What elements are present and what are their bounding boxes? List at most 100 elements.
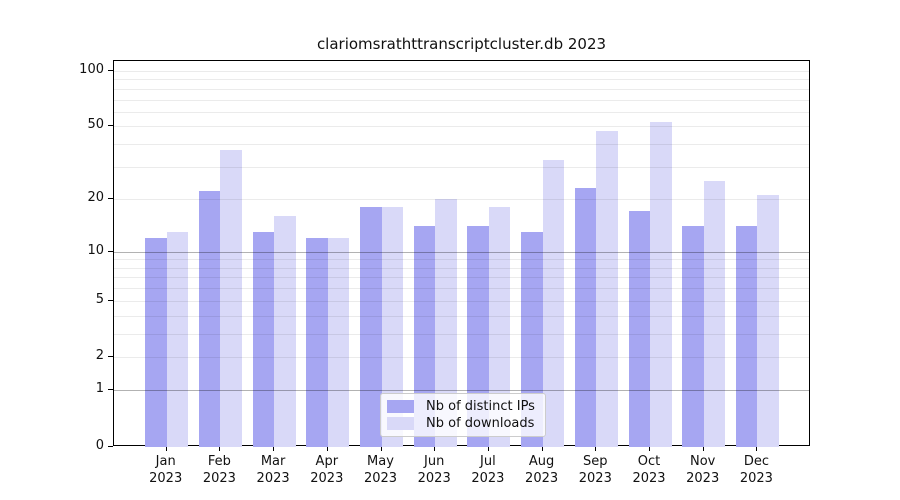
gridline-90 xyxy=(114,79,809,81)
gridline-2 xyxy=(114,357,809,359)
legend-label-distinct-ips: Nb of distinct IPs xyxy=(426,399,535,414)
bar-nb-of-downloads-feb xyxy=(220,150,242,447)
legend-swatch-downloads xyxy=(387,417,414,430)
bar-nb-of-downloads-jun xyxy=(435,198,457,447)
y-axis-tick-1 xyxy=(108,389,113,391)
x-tick-label-year: 2023 xyxy=(525,471,559,486)
bar-nb-of-distinct-ips-apr xyxy=(306,237,328,447)
x-tick-label-month: Jun xyxy=(424,454,445,469)
y-axis-tick-5 xyxy=(108,299,113,301)
bar-nb-of-distinct-ips-jul xyxy=(467,226,489,447)
x-tick-label-month: Aug xyxy=(528,454,555,469)
y-axis-tick-50 xyxy=(108,125,113,127)
x-axis-tick-jul xyxy=(487,446,489,451)
x-axis-tick-nov xyxy=(702,446,704,451)
gridline-7 xyxy=(114,277,809,279)
x-tick-label-year: 2023 xyxy=(202,471,236,486)
legend-swatch-distinct-ips xyxy=(387,400,414,413)
gridline-8 xyxy=(114,267,809,269)
x-tick-label-year: 2023 xyxy=(363,471,398,486)
x-axis-tick-oct xyxy=(649,446,650,451)
x-axis-tick-feb xyxy=(219,446,221,451)
x-tick-label-year: 2023 xyxy=(632,471,666,486)
y-tick-label-0: 0 xyxy=(95,438,104,453)
x-axis-tick-jan xyxy=(165,446,167,451)
x-tick-label-year: 2023 xyxy=(256,471,290,486)
gridline-20 xyxy=(114,198,809,200)
x-tick-label-oct: Oct 2023 xyxy=(619,453,679,487)
x-axis-tick-sep xyxy=(595,446,597,451)
x-tick-label-dec: Dec 2023 xyxy=(726,453,786,487)
chart-title: clariomsrathttranscriptcluster.db 2023 xyxy=(316,35,607,53)
x-tick-label-mar: Mar 2023 xyxy=(243,453,303,487)
bar-nb-of-downloads-apr xyxy=(327,237,350,447)
gridline-1 xyxy=(114,390,809,392)
gridline-80 xyxy=(114,88,809,90)
x-tick-label-year: 2023 xyxy=(739,471,773,486)
x-axis-tick-dec xyxy=(756,446,758,451)
bar-nb-of-downloads-aug xyxy=(542,159,565,447)
y-tick-label-5: 5 xyxy=(95,291,104,307)
bar-nb-of-distinct-ips-nov xyxy=(682,226,704,447)
x-tick-label-month: Jan xyxy=(155,454,176,469)
x-tick-label-month: Mar xyxy=(260,454,286,469)
y-tick-label-20: 20 xyxy=(87,189,104,205)
gridline-5 xyxy=(114,300,809,302)
bar-nb-of-distinct-ips-jan xyxy=(145,237,167,447)
x-tick-label-year: 2023 xyxy=(149,471,183,486)
x-tick-label-year: 2023 xyxy=(578,471,612,486)
gridline-100 xyxy=(114,70,809,72)
gridline-9 xyxy=(114,259,809,261)
y-axis-tick-100 xyxy=(108,69,113,71)
gridline-6 xyxy=(114,288,809,290)
gridline-50 xyxy=(114,126,809,128)
bar-nb-of-downloads-dec xyxy=(757,195,779,447)
legend-item-downloads: Nb of downloads xyxy=(387,416,537,431)
x-tick-label-month: May xyxy=(367,454,394,469)
x-axis-tick-may xyxy=(380,446,382,451)
x-tick-label-month: Nov xyxy=(690,454,716,469)
bar-nb-of-distinct-ips-may xyxy=(360,206,382,447)
gridline-30 xyxy=(114,167,809,169)
bar-nb-of-downloads-sep xyxy=(596,131,618,447)
gridline-4 xyxy=(114,315,809,317)
y-tick-label-2: 2 xyxy=(95,348,104,364)
bar-nb-of-distinct-ips-dec xyxy=(735,226,758,447)
x-tick-label-nov: Nov 2023 xyxy=(673,453,733,487)
x-tick-label-year: 2023 xyxy=(417,471,451,486)
bar-nb-of-downloads-nov xyxy=(703,181,726,447)
y-axis-tick-10 xyxy=(108,250,113,252)
x-tick-label-month: Oct xyxy=(637,454,661,469)
gridline-3 xyxy=(114,333,809,335)
x-tick-label-jan: Jan 2023 xyxy=(136,453,196,487)
y-tick-label-10: 10 xyxy=(87,242,104,258)
x-tick-label-feb: Feb 2023 xyxy=(189,453,249,487)
x-axis-tick-aug xyxy=(541,446,543,451)
x-tick-label-month: Jul xyxy=(480,454,496,469)
x-tick-label-apr: Apr 2023 xyxy=(297,453,357,487)
bar-nb-of-downloads-jan xyxy=(166,231,189,447)
x-tick-label-month: Dec xyxy=(743,454,769,469)
bar-nb-of-distinct-ips-mar xyxy=(252,231,275,447)
y-axis-tick-20 xyxy=(108,197,113,199)
y-axis-tick-2 xyxy=(108,356,113,358)
x-axis-tick-jun xyxy=(434,446,436,451)
y-tick-label-1: 1 xyxy=(95,381,104,397)
x-tick-label-year: 2023 xyxy=(310,471,344,486)
legend: Nb of distinct IPs Nb of downloads xyxy=(380,393,546,437)
bar-nb-of-downloads-may xyxy=(381,206,403,447)
x-tick-label-month: Feb xyxy=(207,454,231,469)
bar-nb-of-downloads-jul xyxy=(488,206,511,447)
x-tick-label-sep: Sep 2023 xyxy=(565,453,625,487)
x-tick-label-jun: Jun 2023 xyxy=(404,453,464,487)
x-tick-label-year: 2023 xyxy=(686,471,720,486)
legend-label-downloads: Nb of downloads xyxy=(426,416,535,431)
bar-nb-of-distinct-ips-sep xyxy=(574,187,597,447)
gridline-60 xyxy=(114,111,809,113)
y-axis-tick-0 xyxy=(108,446,113,447)
x-tick-label-aug: Aug 2023 xyxy=(512,453,572,487)
x-tick-label-may: May 2023 xyxy=(351,453,411,487)
y-tick-label-50: 50 xyxy=(87,117,104,133)
bar-nb-of-distinct-ips-jun xyxy=(413,226,436,447)
